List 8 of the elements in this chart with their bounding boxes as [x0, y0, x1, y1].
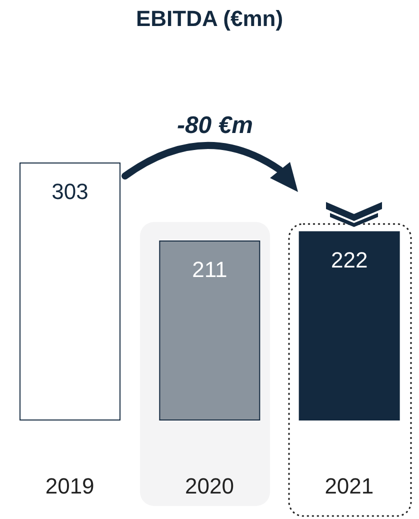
x-tick-label: 2020	[185, 474, 234, 499]
data-label: 303	[52, 179, 88, 204]
text: -80 €m	[176, 112, 254, 140]
chart-title: EBITDA (€mn)	[134, 6, 284, 32]
x-tick-label: 2019	[45, 474, 94, 499]
x-tick-label: 2021	[324, 474, 374, 499]
data-label: 211	[192, 257, 228, 282]
data-label: 222	[330, 248, 368, 273]
